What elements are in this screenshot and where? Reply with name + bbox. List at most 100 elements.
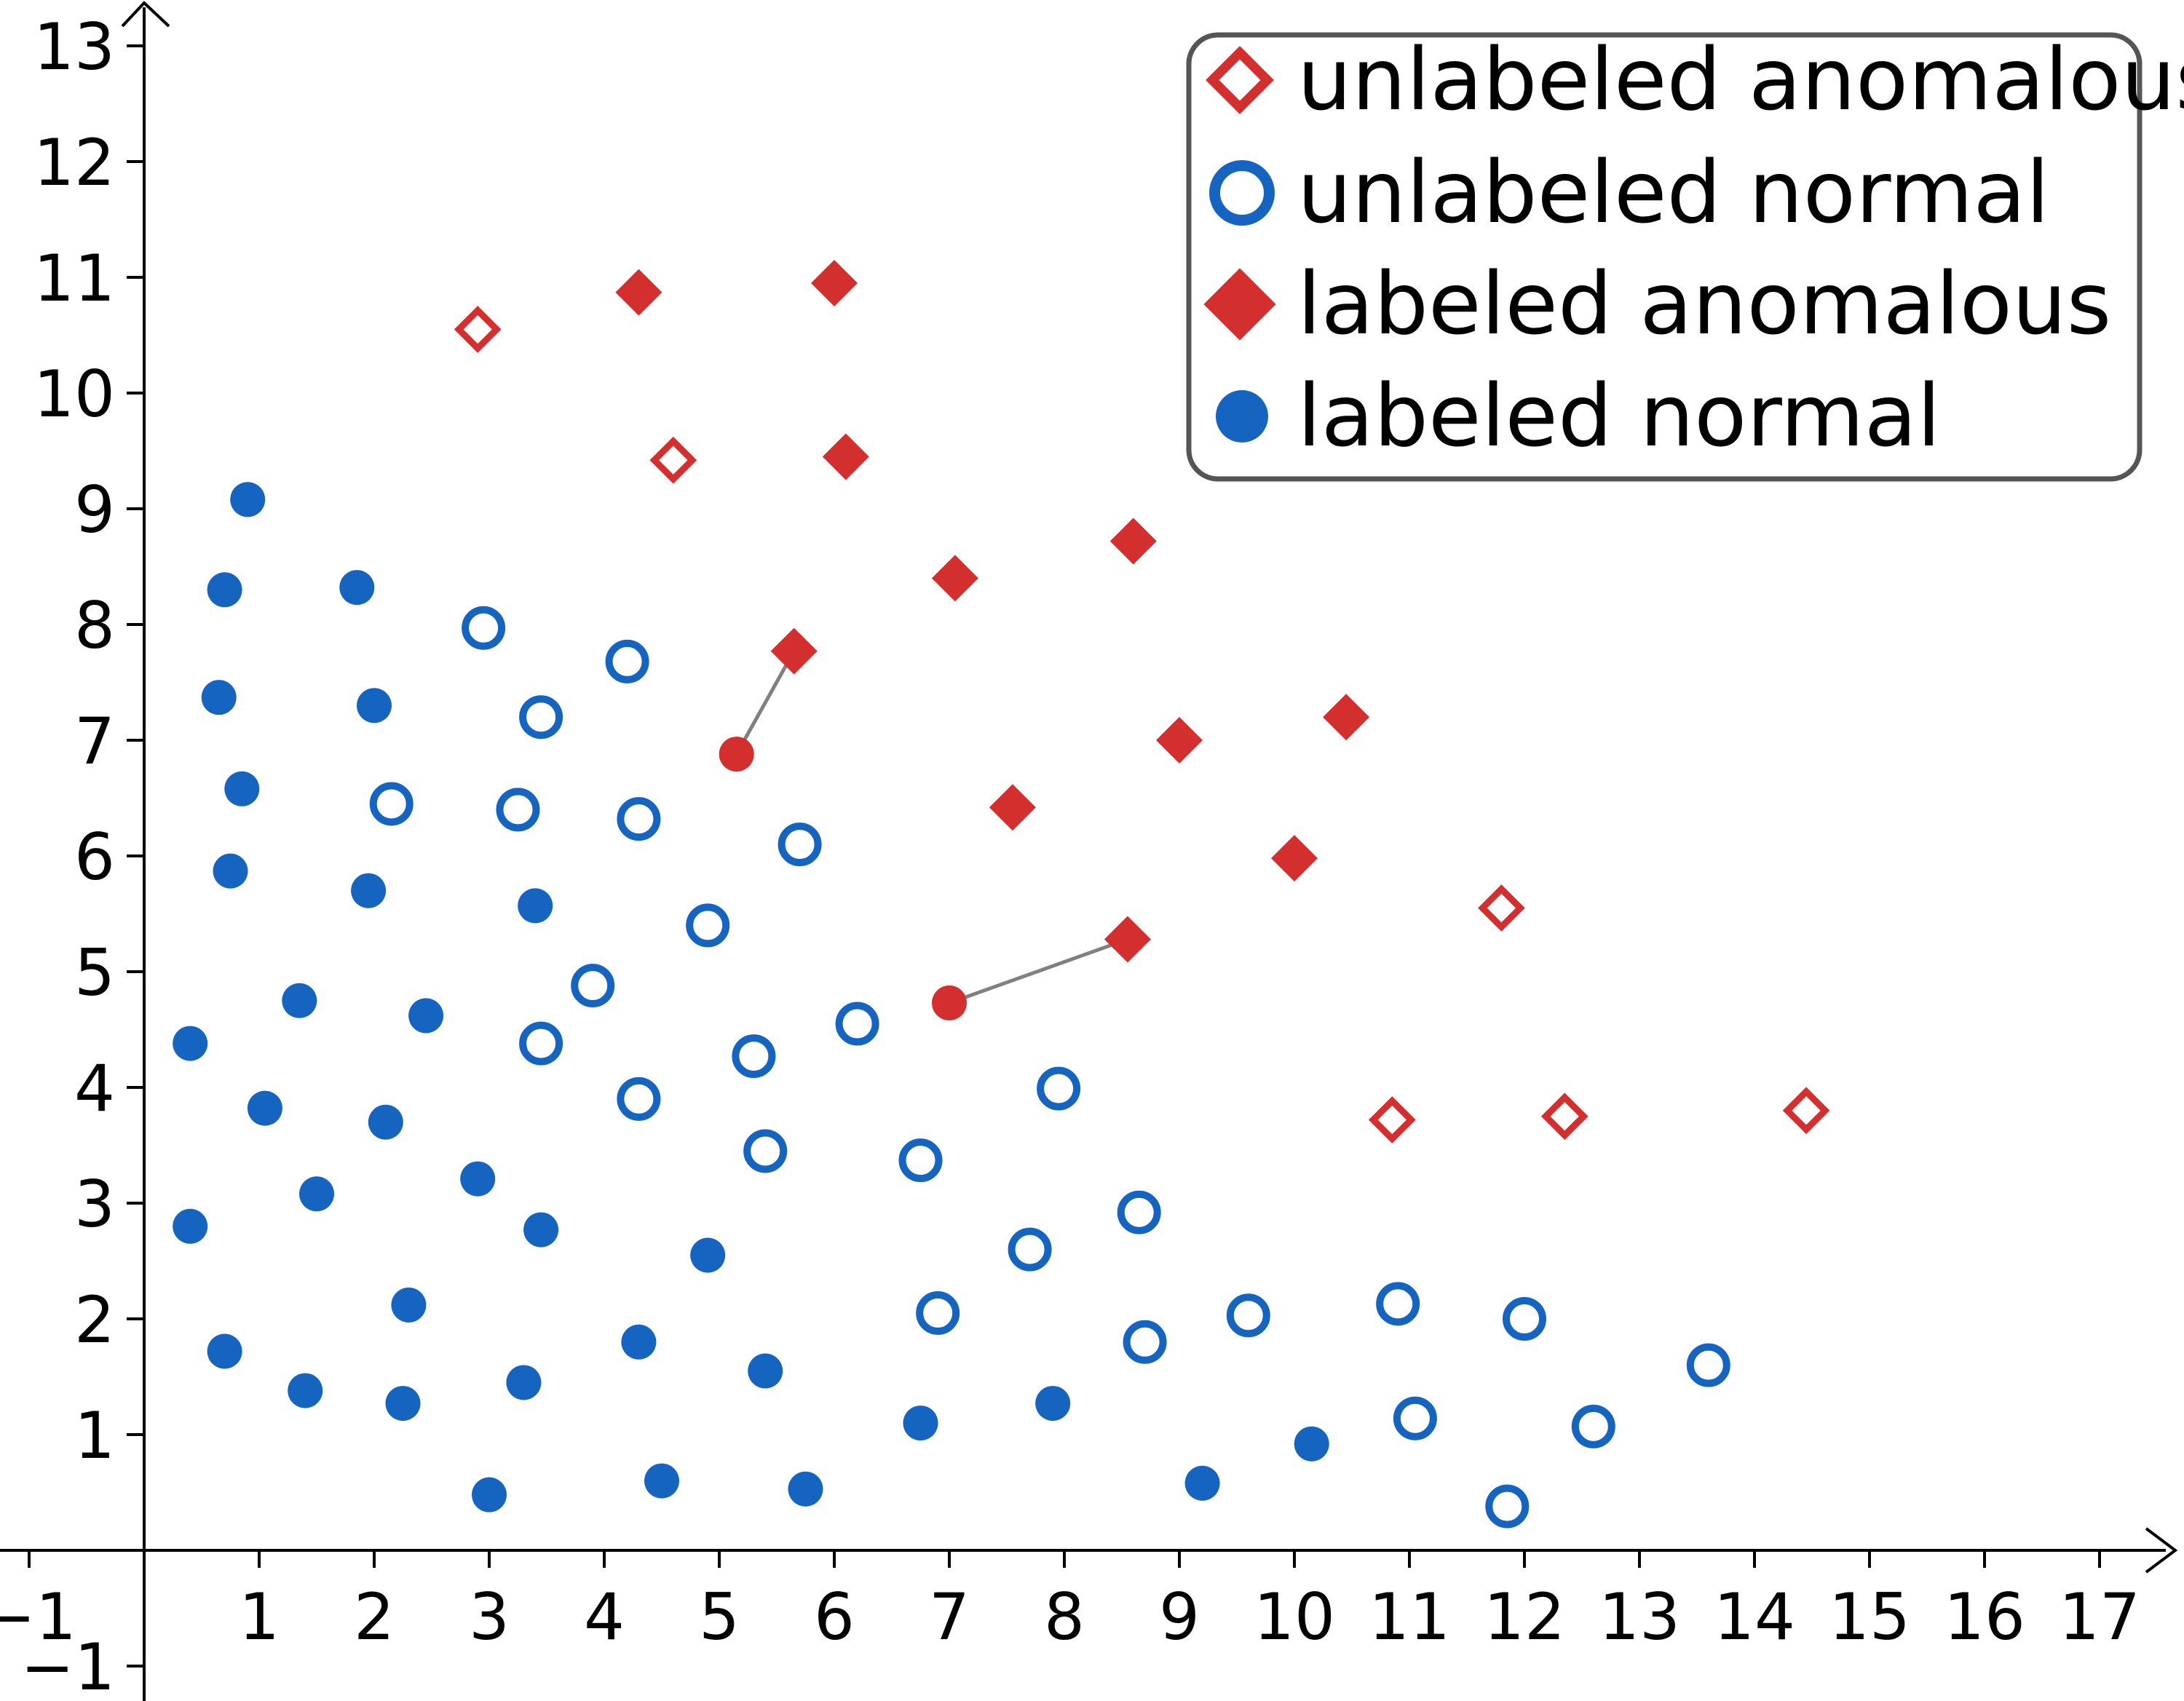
- unlabeled-anomalous-point: [454, 306, 502, 353]
- labeled-normal-point: [903, 1405, 938, 1441]
- highlighted-point: [932, 985, 967, 1020]
- labeled-anomalous-point: [1323, 694, 1370, 741]
- unlabeled-normal-point: [496, 788, 540, 832]
- labeled-anomalous-point: [1271, 835, 1318, 882]
- x-tick-label: 7: [929, 1579, 970, 1654]
- legend: unlabeled anomalous unlabeled normal label…: [1186, 29, 2184, 482]
- unlabeled-anomalous-point: [1368, 1096, 1416, 1143]
- y-tick-label: 4: [74, 1051, 115, 1126]
- labeled-normal-point: [748, 1353, 783, 1389]
- unlabeled-normal-point: [1226, 1293, 1270, 1338]
- y-tick-label: 9: [74, 472, 115, 547]
- legend-label: unlabeled anomalous: [1297, 29, 2184, 130]
- y-tick-label: 2: [74, 1282, 115, 1357]
- labeled-normal-point: [299, 1176, 334, 1212]
- y-tick-label: −1: [20, 1630, 115, 1701]
- unlabeled-normal-point: [617, 797, 661, 841]
- y-tick-label: 1: [74, 1398, 115, 1473]
- labeled-normal-point: [201, 680, 237, 715]
- labeled-normal-point: [339, 570, 375, 606]
- legend-marker-unlabeled-normal: [1209, 160, 1275, 226]
- labeled-normal-point: [408, 998, 444, 1034]
- unlabeled-normal-point: [519, 1021, 563, 1066]
- unlabeled-normal-point: [916, 1291, 960, 1336]
- y-axis-arrow: [121, 1, 170, 28]
- labeled-anomalous-point: [822, 433, 869, 480]
- connection-line: [949, 937, 1128, 1005]
- legend-label: unlabeled normal: [1297, 142, 2049, 242]
- labeled-anomalous-point: [770, 627, 818, 675]
- labeled-anomalous-point: [931, 555, 978, 602]
- labeled-normal-point: [213, 853, 248, 889]
- unlabeled-normal-point: [1008, 1227, 1052, 1272]
- labeled-anomalous-point: [615, 269, 662, 316]
- unlabeled-normal-point: [1485, 1484, 1530, 1528]
- unlabeled-anomalous-point: [649, 436, 697, 484]
- unlabeled-normal-point: [519, 695, 563, 740]
- unlabeled-normal-point: [617, 1076, 661, 1121]
- unlabeled-normal-point: [732, 1034, 776, 1079]
- labeled-anomalous-point: [811, 259, 858, 306]
- x-axis-arrow: [2145, 1527, 2178, 1574]
- x-tick-label: 15: [1829, 1579, 1910, 1654]
- labeled-normal-point: [230, 482, 266, 518]
- x-tick-label: 11: [1369, 1579, 1450, 1654]
- labeled-anomalous-point: [1104, 916, 1151, 963]
- x-tick-label: 9: [1159, 1579, 1200, 1654]
- unlabeled-normal-point: [1571, 1404, 1615, 1448]
- data-points: [173, 259, 1830, 1528]
- x-tick-label: 16: [1944, 1579, 2025, 1654]
- labeled-normal-point: [621, 1324, 657, 1360]
- labeled-normal-point: [247, 1090, 282, 1126]
- labeled-normal-point: [368, 1104, 403, 1140]
- legend-marker-unlabeled-anomalous: [1206, 46, 1274, 114]
- unlabeled-normal-point: [605, 639, 649, 683]
- connection-line: [735, 650, 796, 756]
- labeled-anomalous-point: [1156, 717, 1203, 764]
- labeled-anomalous-point: [989, 784, 1036, 831]
- unlabeled-normal-point: [743, 1129, 788, 1173]
- unlabeled-normal-point: [571, 964, 615, 1008]
- unlabeled-anomalous-point: [1478, 884, 1525, 932]
- unlabeled-normal-point: [686, 903, 730, 948]
- x-tick-label: 17: [2059, 1579, 2140, 1654]
- labeled-normal-point: [690, 1237, 726, 1273]
- unlabeled-anomalous-point: [1782, 1087, 1830, 1135]
- x-tick-label: 14: [1714, 1579, 1795, 1654]
- unlabeled-normal-point: [1686, 1343, 1730, 1387]
- unlabeled-normal-point: [1117, 1190, 1161, 1234]
- labeled-normal-point: [173, 1026, 208, 1061]
- tick-labels: −1 1 2 3 4 5 6 7 8 9 10 11 12 13 14 15 16 17−112345678910…: [0, 9, 2140, 1701]
- labeled-normal-point: [788, 1471, 823, 1507]
- x-tick-label: 3: [469, 1579, 510, 1654]
- labeled-normal-point: [1294, 1426, 1329, 1462]
- labeled-normal-point: [351, 873, 387, 908]
- y-tick-label: 10: [33, 357, 115, 432]
- connection-lines: [735, 650, 1128, 1005]
- labeled-normal-point: [385, 1386, 421, 1422]
- x-tick-label: 12: [1484, 1579, 1565, 1654]
- unlabeled-normal-point: [1037, 1066, 1081, 1111]
- highlighted-point: [719, 737, 754, 772]
- x-tick-label: 6: [814, 1579, 855, 1654]
- labeled-normal-point: [506, 1365, 542, 1400]
- labeled-normal-point: [518, 888, 553, 924]
- labeled-normal-point: [357, 688, 392, 723]
- unlabeled-normal-point: [835, 1002, 879, 1046]
- x-tick-label: 10: [1254, 1579, 1335, 1654]
- x-tick-label: 4: [584, 1579, 625, 1654]
- unlabeled-normal-point: [1376, 1282, 1420, 1326]
- labeled-anomalous-point: [1109, 518, 1157, 565]
- legend-label: labeled normal: [1297, 365, 1941, 466]
- unlabeled-normal-point: [1393, 1396, 1437, 1440]
- unlabeled-normal-point: [1503, 1297, 1546, 1341]
- unlabeled-normal-point: [369, 782, 414, 826]
- legend-marker-labeled-anomalous: [1203, 268, 1276, 341]
- y-tick-label: 11: [33, 241, 115, 316]
- legend-box: [1186, 32, 2143, 482]
- y-tick-label: 6: [74, 820, 115, 895]
- labeled-normal-point: [288, 1373, 323, 1408]
- unlabeled-normal-point: [462, 606, 506, 650]
